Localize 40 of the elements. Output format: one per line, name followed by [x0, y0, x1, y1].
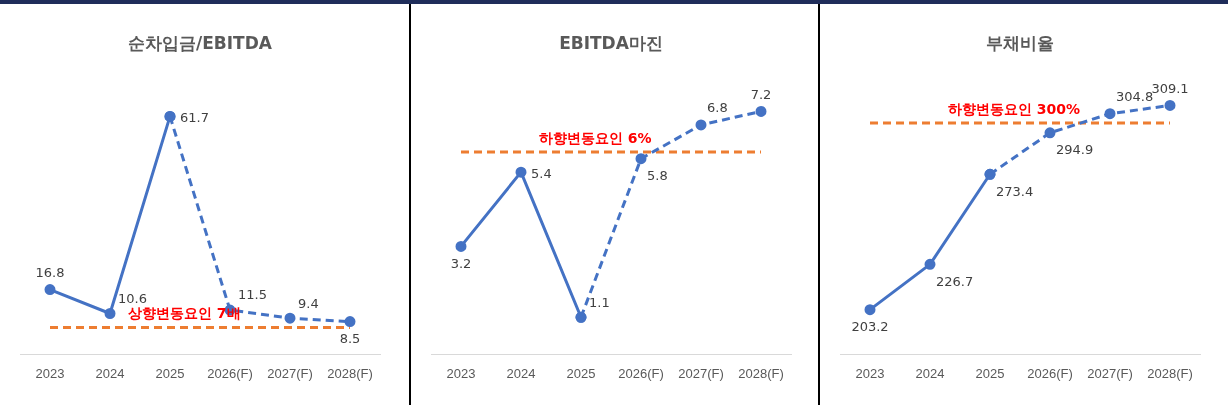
- data-label: 5.8: [647, 168, 668, 184]
- data-label: 5.4: [531, 165, 552, 181]
- x-tick-label: 2027(F): [1087, 365, 1133, 381]
- data-label: 1.1: [589, 294, 610, 310]
- x-tick-label: 2026(F): [207, 365, 253, 381]
- data-label: 7.2: [750, 86, 772, 102]
- x-tick-label: 2028(F): [738, 365, 784, 381]
- x-tick-label: 2026(F): [618, 365, 664, 381]
- data-label: 16.8: [35, 264, 65, 280]
- x-tick-label: 2025: [155, 365, 185, 381]
- ref-line-label: 하향변동요인 6%: [539, 129, 652, 146]
- x-tick-label: 2027(F): [267, 365, 313, 381]
- data-label: 6.8: [707, 100, 728, 116]
- x-tick-label: 2026(F): [1027, 365, 1073, 381]
- data-label: 273.4: [996, 183, 1034, 199]
- x-tick-label: 2024: [915, 365, 945, 381]
- data-label: 10.6: [118, 290, 147, 306]
- x-tick-label: 2025: [975, 365, 1005, 381]
- x-tick-label: 2024: [506, 365, 536, 381]
- chart-title: EBITDA마진: [559, 32, 663, 53]
- data-label: 11.5: [238, 287, 267, 303]
- x-tick-label: 2024: [95, 365, 125, 381]
- x-tick-label: 2023: [446, 365, 476, 381]
- ref-line-label: 하향변동요인 300%: [948, 100, 1081, 117]
- data-label: 226.7: [936, 273, 974, 289]
- data-label: 294.9: [1056, 142, 1094, 158]
- x-tick-label: 2023: [855, 365, 885, 381]
- x-tick-label: 2028(F): [1147, 365, 1193, 381]
- data-label: 61.7: [180, 109, 209, 125]
- x-tick-label: 2027(F): [678, 365, 724, 381]
- data-label: 203.2: [851, 319, 889, 335]
- data-label: 3.2: [450, 255, 472, 271]
- data-label: 309.1: [1151, 80, 1189, 96]
- data-label: 9.4: [298, 295, 319, 311]
- chart-title: 순차입금/EBITDA: [128, 32, 273, 53]
- x-tick-label: 2025: [566, 365, 596, 381]
- data-label: 8.5: [339, 330, 361, 346]
- x-tick-label: 2023: [35, 365, 65, 381]
- chart-title: 부채비율: [986, 32, 1054, 53]
- x-tick-label: 2028(F): [327, 365, 373, 381]
